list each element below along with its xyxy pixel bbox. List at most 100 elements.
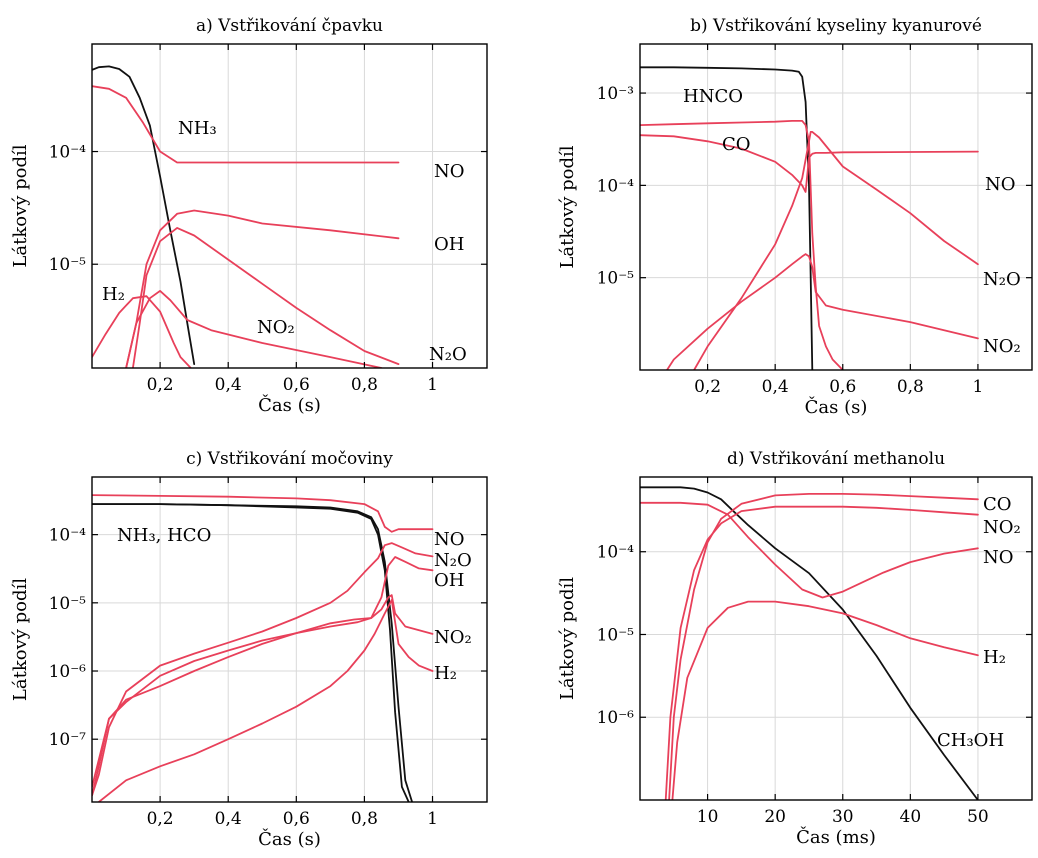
label-a-no2: NO₂ — [257, 317, 295, 338]
x-tick-label: 1 — [427, 809, 438, 829]
series-a-no — [132, 227, 400, 368]
series-c-no — [92, 594, 434, 797]
label-c-n2o: N₂O — [434, 550, 472, 571]
label-b-no: NO — [985, 174, 1016, 195]
y-tick-label: 10⁻⁴ — [597, 176, 635, 196]
label-d-no: NO — [983, 547, 1014, 568]
series-d-no — [664, 505, 979, 800]
grid-b — [640, 44, 1032, 370]
plot-frame — [91, 476, 488, 803]
x-tick-label: 0,6 — [283, 809, 310, 829]
panel-a: 0,2 0,4 0,6 0,8 1 10⁻⁵ 10⁻⁴ a) Vstřikování čpav… — [10, 16, 488, 416]
x-tick-label: 0,6 — [283, 375, 310, 395]
panel-c: 0,2 0,4 0,6 0,8 1 10⁻⁷ 10⁻⁶ 10⁻⁵ 10⁻⁴ c) Vstřikov… — [10, 449, 488, 850]
series-c-no — [92, 494, 434, 533]
plot-frame — [639, 476, 1033, 801]
series-b-hnco — [640, 66, 814, 370]
series-c-h — [97, 599, 434, 802]
y-tick-label: 10⁻³ — [597, 84, 634, 104]
label-c-h2: H₂ — [434, 663, 457, 684]
x-tick-label: 0,8 — [351, 375, 378, 395]
x-axis-label: Čas (s) — [805, 395, 868, 418]
chart-title: b) Vstřikování kyseliny kyanurové — [690, 16, 982, 36]
y-tick-label: 10⁻⁵ — [49, 594, 87, 614]
series-d-h — [671, 600, 979, 800]
label-a-n2o: N₂O — [429, 344, 467, 365]
y-tick-label: 10⁻⁴ — [49, 526, 87, 546]
labels-c: NH₃, HCO NO N₂O OH NO₂ H₂ — [117, 525, 472, 684]
series-b-no — [640, 134, 979, 193]
series-group-b — [640, 66, 979, 370]
x-tick-label: 1 — [427, 375, 438, 395]
y-tick-label: 10⁻⁶ — [49, 662, 87, 682]
grid-c — [92, 477, 487, 802]
series-group-c — [92, 494, 434, 802]
series-b-no — [666, 253, 979, 370]
x-axis-label: Čas (s) — [258, 827, 321, 850]
label-d-ch3oh: CH₃OH — [937, 730, 1004, 751]
y-tick-label: 10⁻⁶ — [597, 708, 635, 728]
series-group-d — [640, 486, 979, 800]
plot-frame — [639, 43, 1033, 371]
series-d-no — [640, 501, 979, 599]
label-c-oh: OH — [434, 570, 464, 591]
y-tick-label: 10⁻⁷ — [49, 730, 87, 750]
label-a-nh3: NH₃ — [178, 118, 217, 139]
series-b-co — [640, 120, 844, 370]
panel-d: 10 20 30 40 50 10⁻⁶ 10⁻⁵ 10⁻⁴ d) Vstřikování met… — [557, 449, 1033, 848]
label-c-no: NO — [434, 529, 465, 550]
series-a-no — [125, 290, 383, 368]
x-tick-label: 0,4 — [762, 377, 789, 397]
label-d-h2: H₂ — [983, 647, 1006, 668]
x-tick-label: 0,8 — [897, 377, 924, 397]
y-tick-label: 10⁻⁴ — [49, 143, 87, 163]
label-b-hnco: HNCO — [683, 86, 743, 107]
label-d-no2: NO₂ — [983, 517, 1021, 538]
label-a-oh: OH — [434, 234, 464, 255]
y-axis-label: Látkový podíl — [10, 144, 31, 267]
label-a-no: NO — [434, 161, 465, 182]
y-tick-label: 10⁻⁴ — [597, 543, 635, 563]
x-tick-label: 0,2 — [694, 377, 721, 397]
panel-b: 0,2 0,4 0,6 0,8 1 10⁻⁵ 10⁻⁴ 10⁻³ b) Vstřikování … — [557, 16, 1033, 418]
series-c-no — [92, 542, 434, 797]
series-d-choh — [640, 486, 979, 800]
labels-b: HNCO CO NO N₂O NO₂ — [683, 86, 1021, 357]
x-tick-label: 0,4 — [215, 375, 242, 395]
labels-d: CO NO₂ NO H₂ CH₃OH — [937, 494, 1021, 751]
chart-title: c) Vstřikování močoviny — [186, 449, 393, 469]
x-axis-label: Čas (ms) — [796, 825, 876, 848]
x-tick-label: 0,8 — [351, 809, 378, 829]
y-tick-label: 10⁻⁵ — [597, 625, 635, 645]
x-tick-label: 10 — [697, 807, 719, 827]
series-d-co — [668, 493, 979, 800]
grid-d — [640, 477, 1032, 800]
x-tick-label: 40 — [900, 807, 922, 827]
series-a-no — [92, 85, 400, 164]
x-tick-label: 30 — [832, 807, 854, 827]
x-tick-label: 0,6 — [829, 377, 856, 397]
x-tick-label: 0,4 — [215, 809, 242, 829]
y-axis-label: Látkový podíl — [557, 145, 578, 268]
plot-frame — [91, 43, 488, 369]
x-tick-label: 50 — [967, 807, 989, 827]
label-c-nh3hco: NH₃, HCO — [117, 525, 211, 546]
label-a-h2: H₂ — [102, 284, 125, 305]
label-b-n2o: N₂O — [983, 269, 1021, 290]
y-tick-label: 10⁻⁵ — [49, 255, 87, 275]
label-c-no2: NO₂ — [434, 627, 472, 648]
x-tick-label: 0,2 — [147, 809, 174, 829]
y-axis-label: Látkový podíl — [10, 578, 31, 701]
chart-title: d) Vstřikování methanolu — [727, 449, 945, 469]
label-d-co: CO — [983, 494, 1012, 515]
series-b-no — [693, 131, 979, 370]
grid-a — [92, 44, 487, 368]
y-tick-label: 10⁻⁵ — [597, 269, 635, 289]
series-a-nh — [92, 65, 196, 365]
labels-a: NH₃ NO OH H₂ NO₂ N₂O — [102, 118, 467, 365]
series-c-oh — [92, 556, 434, 788]
x-axis-label: Čas (s) — [258, 393, 321, 416]
label-b-co: CO — [722, 134, 751, 155]
y-axis-label: Látkový podíl — [557, 577, 578, 700]
chart-title: a) Vstřikování čpavku — [196, 16, 383, 36]
